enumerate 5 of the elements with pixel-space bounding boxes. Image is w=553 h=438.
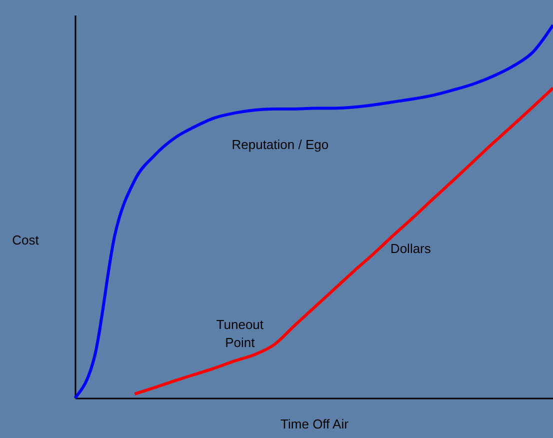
x-axis-title: Time Off Air xyxy=(280,416,350,432)
annotation: Tuneout Point xyxy=(216,317,264,350)
series-label: Reputation / Ego xyxy=(232,136,329,152)
series-label: Dollars xyxy=(390,241,432,256)
y-axis-title: Cost xyxy=(12,232,40,248)
